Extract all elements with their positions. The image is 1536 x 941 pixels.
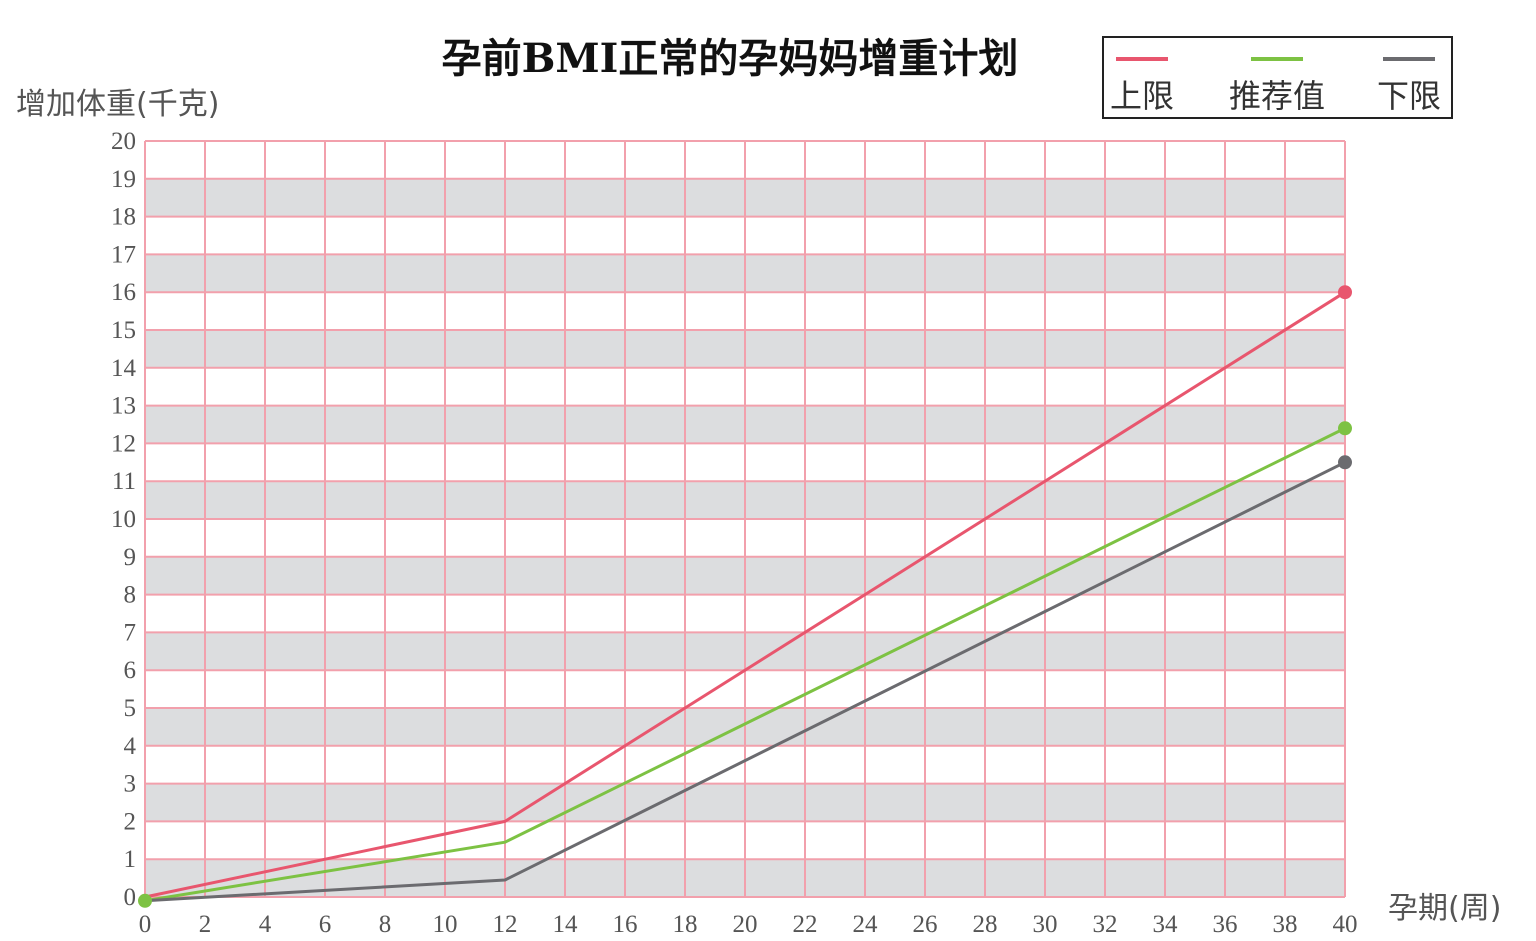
x-tick-label: 2 [199, 911, 212, 938]
x-tick-label: 6 [319, 911, 332, 938]
y-tick-label: 7 [124, 619, 137, 646]
x-tick-label: 16 [613, 911, 638, 938]
y-tick-label: 14 [111, 355, 137, 382]
y-tick-label: 15 [111, 317, 136, 344]
series-line-2 [144, 460, 1346, 903]
y-axis-label: 增加体重(千克) [16, 87, 219, 122]
x-tick-label: 38 [1273, 911, 1298, 938]
y-tick-label: 1 [124, 846, 137, 873]
legend-box [1102, 36, 1453, 119]
x-axis-label: 孕期(周) [1388, 891, 1501, 926]
y-tick-label: 11 [112, 468, 136, 495]
y-tick-label: 20 [111, 128, 136, 155]
y-tick-label: 6 [124, 657, 137, 684]
x-tick-label: 24 [853, 911, 879, 938]
x-tick-label: 32 [1093, 911, 1118, 938]
y-tick-label: 3 [124, 771, 137, 798]
x-tick-label: 10 [433, 911, 458, 938]
plot-grid [144, 140, 1346, 898]
x-axis-ticks: 0 2 4 6 8 10 12 14 16 18 20 22 24 26 28 30 32 34 36 38 40 [139, 911, 1358, 938]
x-tick-label: 30 [1033, 911, 1058, 938]
y-tick-label: 18 [111, 204, 136, 231]
series-start-point [138, 893, 152, 908]
series-endpoint-0 [1338, 285, 1352, 300]
x-tick-label: 12 [493, 911, 518, 938]
x-tick-label: 26 [913, 911, 938, 938]
x-tick-label: 34 [1153, 911, 1179, 938]
y-tick-label: 0 [124, 884, 137, 911]
legend-label-1: 推荐值 [1229, 77, 1325, 115]
series-line-1 [144, 426, 1346, 903]
x-tick-label: 36 [1213, 911, 1238, 938]
x-tick-label: 14 [553, 911, 579, 938]
x-tick-label: 4 [259, 911, 272, 938]
x-tick-label: 8 [379, 911, 392, 938]
legend-label-2: 下限 [1377, 77, 1441, 115]
y-tick-label: 4 [124, 733, 137, 760]
x-tick-label: 40 [1333, 911, 1358, 938]
legend: 上限 推荐值 下限 [1102, 36, 1453, 119]
y-tick-label: 19 [111, 166, 136, 193]
series-line-0 [144, 290, 1346, 899]
x-tick-label: 20 [733, 911, 758, 938]
series-endpoints [138, 285, 1352, 908]
series-endpoint-1 [1338, 421, 1352, 436]
chart-title: 孕前BMI正常的孕妈妈增重计划 [442, 35, 1019, 82]
legend-label-0: 上限 [1110, 77, 1174, 115]
y-tick-label: 5 [124, 695, 137, 722]
y-tick-label: 17 [111, 241, 136, 268]
y-tick-label: 9 [124, 544, 137, 571]
y-tick-label: 8 [124, 582, 137, 609]
y-tick-label: 16 [111, 279, 136, 306]
y-tick-label: 12 [111, 430, 136, 457]
x-tick-label: 18 [673, 911, 698, 938]
x-tick-label: 0 [139, 911, 152, 938]
series-lines [144, 290, 1346, 903]
series-endpoint-2 [1338, 455, 1352, 470]
x-tick-label: 28 [973, 911, 998, 938]
y-tick-label: 10 [111, 506, 136, 533]
y-tick-label: 13 [111, 393, 136, 420]
y-tick-label: 2 [124, 808, 137, 835]
x-tick-label: 22 [793, 911, 818, 938]
